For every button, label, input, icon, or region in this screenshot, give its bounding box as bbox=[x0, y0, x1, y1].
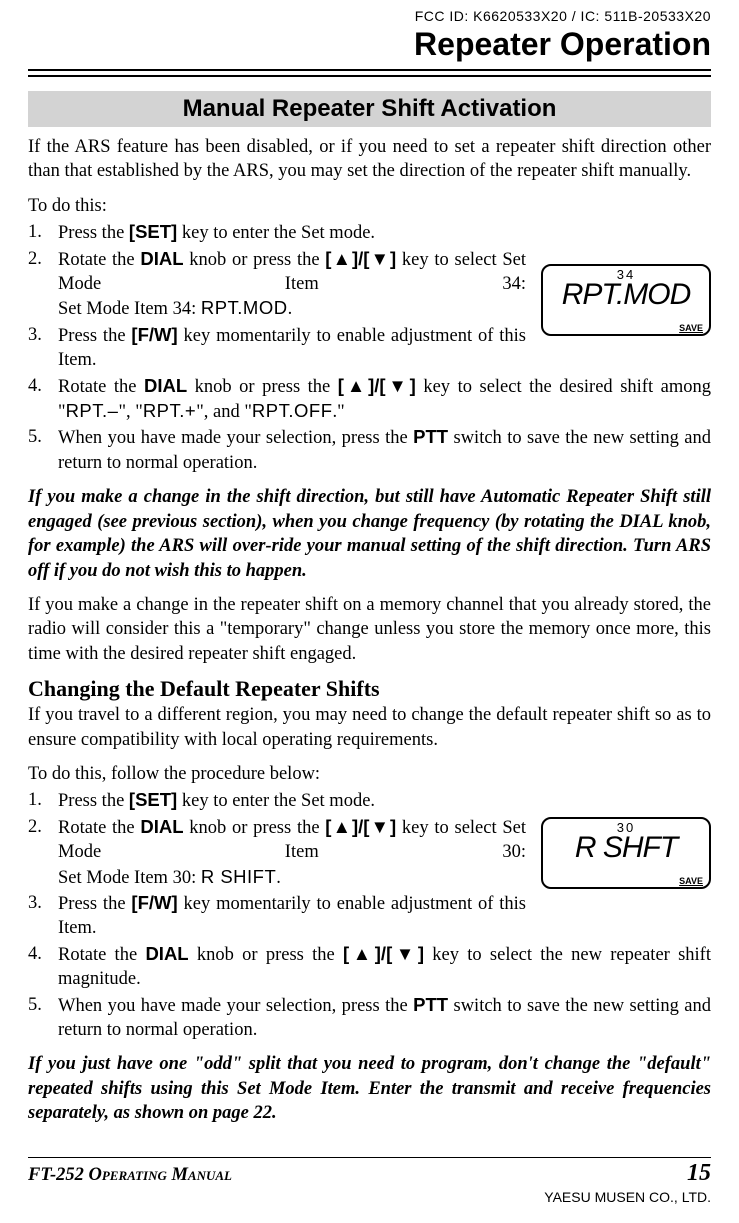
paragraph-temporary-change: If you make a change in the repeater shi… bbox=[28, 593, 711, 666]
step-2-5: When you have made your selection, press… bbox=[28, 993, 711, 1043]
step-1-1: Press the [SET] key to enter the Set mod… bbox=[28, 220, 711, 245]
footer-divider bbox=[28, 1157, 711, 1158]
step-2-3: Press the [F/W] key momentarily to enabl… bbox=[28, 891, 711, 941]
step-1-5: When you have made your selection, press… bbox=[28, 425, 711, 475]
note-paragraph-2: If you just have one "odd" split that yo… bbox=[28, 1052, 711, 1125]
footer-company: YAESU MUSEN CO., LTD. bbox=[28, 1189, 711, 1205]
list-intro-1: To do this: bbox=[28, 194, 711, 218]
title-divider bbox=[28, 69, 711, 77]
step-2-4: Rotate the DIAL knob or press the [▲]/[▼… bbox=[28, 942, 711, 992]
intro-paragraph-2: If you travel to a different region, you… bbox=[28, 703, 711, 752]
steps-list-2: Press the [SET] key to enter the Set mod… bbox=[28, 788, 711, 1042]
page-footer: FT-252 Operating Manual 15 YAESU MUSEN C… bbox=[28, 1157, 711, 1205]
list-intro-2: To do this, follow the procedure below: bbox=[28, 762, 711, 786]
step-1-4: Rotate the DIAL knob or press the [▲]/[▼… bbox=[28, 374, 711, 425]
step-2-2: Rotate the DIAL knob or press the [▲]/[▼… bbox=[28, 815, 711, 890]
intro-paragraph-1: If the ARS feature has been disabled, or… bbox=[28, 135, 711, 184]
steps-list-1: Press the [SET] key to enter the Set mod… bbox=[28, 220, 711, 475]
fcc-id-line: FCC ID: K6620533X20 / IC: 511B-20533X20 bbox=[28, 0, 711, 24]
section-heading-manual-repeater: Manual Repeater Shift Activation bbox=[28, 91, 711, 127]
step-1-2: Rotate the DIAL knob or press the [▲]/[▼… bbox=[28, 247, 711, 322]
step-2-1: Press the [SET] key to enter the Set mod… bbox=[28, 788, 711, 813]
footer-page-number: 15 bbox=[687, 1160, 711, 1187]
subheading-changing-default: Changing the Default Repeater Shifts bbox=[28, 676, 711, 702]
note-paragraph-1: If you make a change in the shift direct… bbox=[28, 485, 711, 583]
footer-model: FT-252 Operating Manual bbox=[28, 1165, 232, 1186]
step-1-3: Press the [F/W] key momentarily to enabl… bbox=[28, 323, 711, 373]
page-title: Repeater Operation bbox=[28, 26, 711, 63]
